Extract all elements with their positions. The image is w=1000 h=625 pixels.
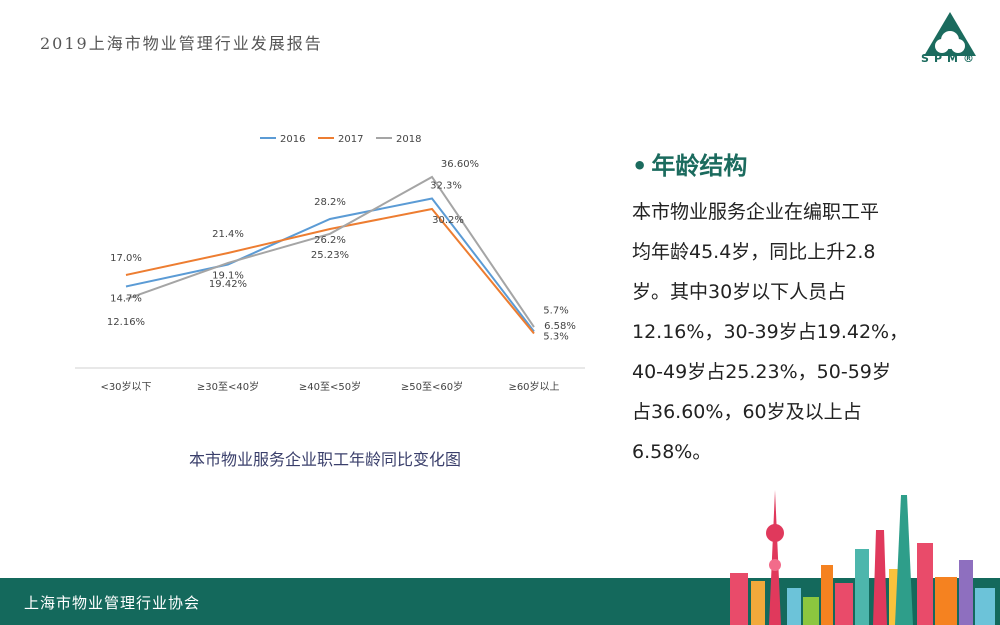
legend-entry: 2018 <box>396 134 421 145</box>
x-tick-label: ≥30至<40岁 <box>197 380 259 393</box>
data-label: 25.23% <box>311 250 349 261</box>
data-label: 17.0% <box>110 253 142 264</box>
section-heading: • 年龄结构 <box>632 146 747 181</box>
age-line-chart: <30岁以下 ≥30至<40岁 ≥40至<50岁 ≥50至<60岁 ≥60岁以上 2016… <box>75 134 585 393</box>
x-tick-label: ≥60岁以上 <box>508 380 559 393</box>
data-label: 30.2% <box>432 215 464 226</box>
page-header-title: 2019上海市物业管理行业发展报告 <box>40 34 323 53</box>
data-label: 5.3% <box>543 332 568 343</box>
section-body: 本市物业服务企业在编职工平 均年龄45.4岁，同比上升2.8 岁。其中30岁以下… <box>632 192 942 472</box>
data-label: 26.2% <box>314 235 346 246</box>
footer-text: 上海市物业管理行业协会 <box>24 594 201 612</box>
series-line-2018 <box>125 175 535 328</box>
city-skyline-illustration <box>725 490 1000 625</box>
body-line: 40-49岁占25.23%，50-59岁 <box>632 361 891 383</box>
body-line: 占36.60%，60岁及以上占 <box>632 401 862 423</box>
body-line: 12.16%，30-39岁占19.42%， <box>632 321 909 343</box>
body-line: 本市物业服务企业在编职工平 <box>632 201 880 223</box>
series-line-2016 <box>125 197 535 333</box>
data-label: 32.3% <box>430 181 462 192</box>
body-line: 6.58%。 <box>632 441 712 463</box>
data-label: 14.7% <box>110 294 142 305</box>
series-line-2017 <box>125 207 535 335</box>
logo-text: SPM® <box>921 52 979 65</box>
legend-entry: 2016 <box>280 134 305 145</box>
legend-entry: 2017 <box>338 134 363 145</box>
body-line: 岁。其中30岁以下人员占 <box>632 281 847 303</box>
data-label: 19.42% <box>209 279 247 290</box>
bullet-icon: • <box>632 152 648 180</box>
section-heading-text: 年龄结构 <box>651 152 748 180</box>
data-label: 21.4% <box>212 229 244 240</box>
x-tick-label: ≥50至<60岁 <box>401 380 463 393</box>
data-label: 12.16% <box>107 317 145 328</box>
data-label: 28.2% <box>314 197 346 208</box>
chart-caption: 本市物业服务企业职工年龄同比变化图 <box>188 450 461 469</box>
data-label: 19.1% <box>212 271 244 282</box>
x-tick-label: <30岁以下 <box>100 380 151 393</box>
data-label: 5.7% <box>543 306 568 317</box>
data-label: 36.60% <box>441 159 479 170</box>
data-label: 6.58% <box>544 321 576 332</box>
x-tick-label: ≥40至<50岁 <box>299 380 361 393</box>
spm-logo-icon <box>924 12 976 56</box>
body-line: 均年龄45.4岁，同比上升2.8 <box>632 241 876 263</box>
